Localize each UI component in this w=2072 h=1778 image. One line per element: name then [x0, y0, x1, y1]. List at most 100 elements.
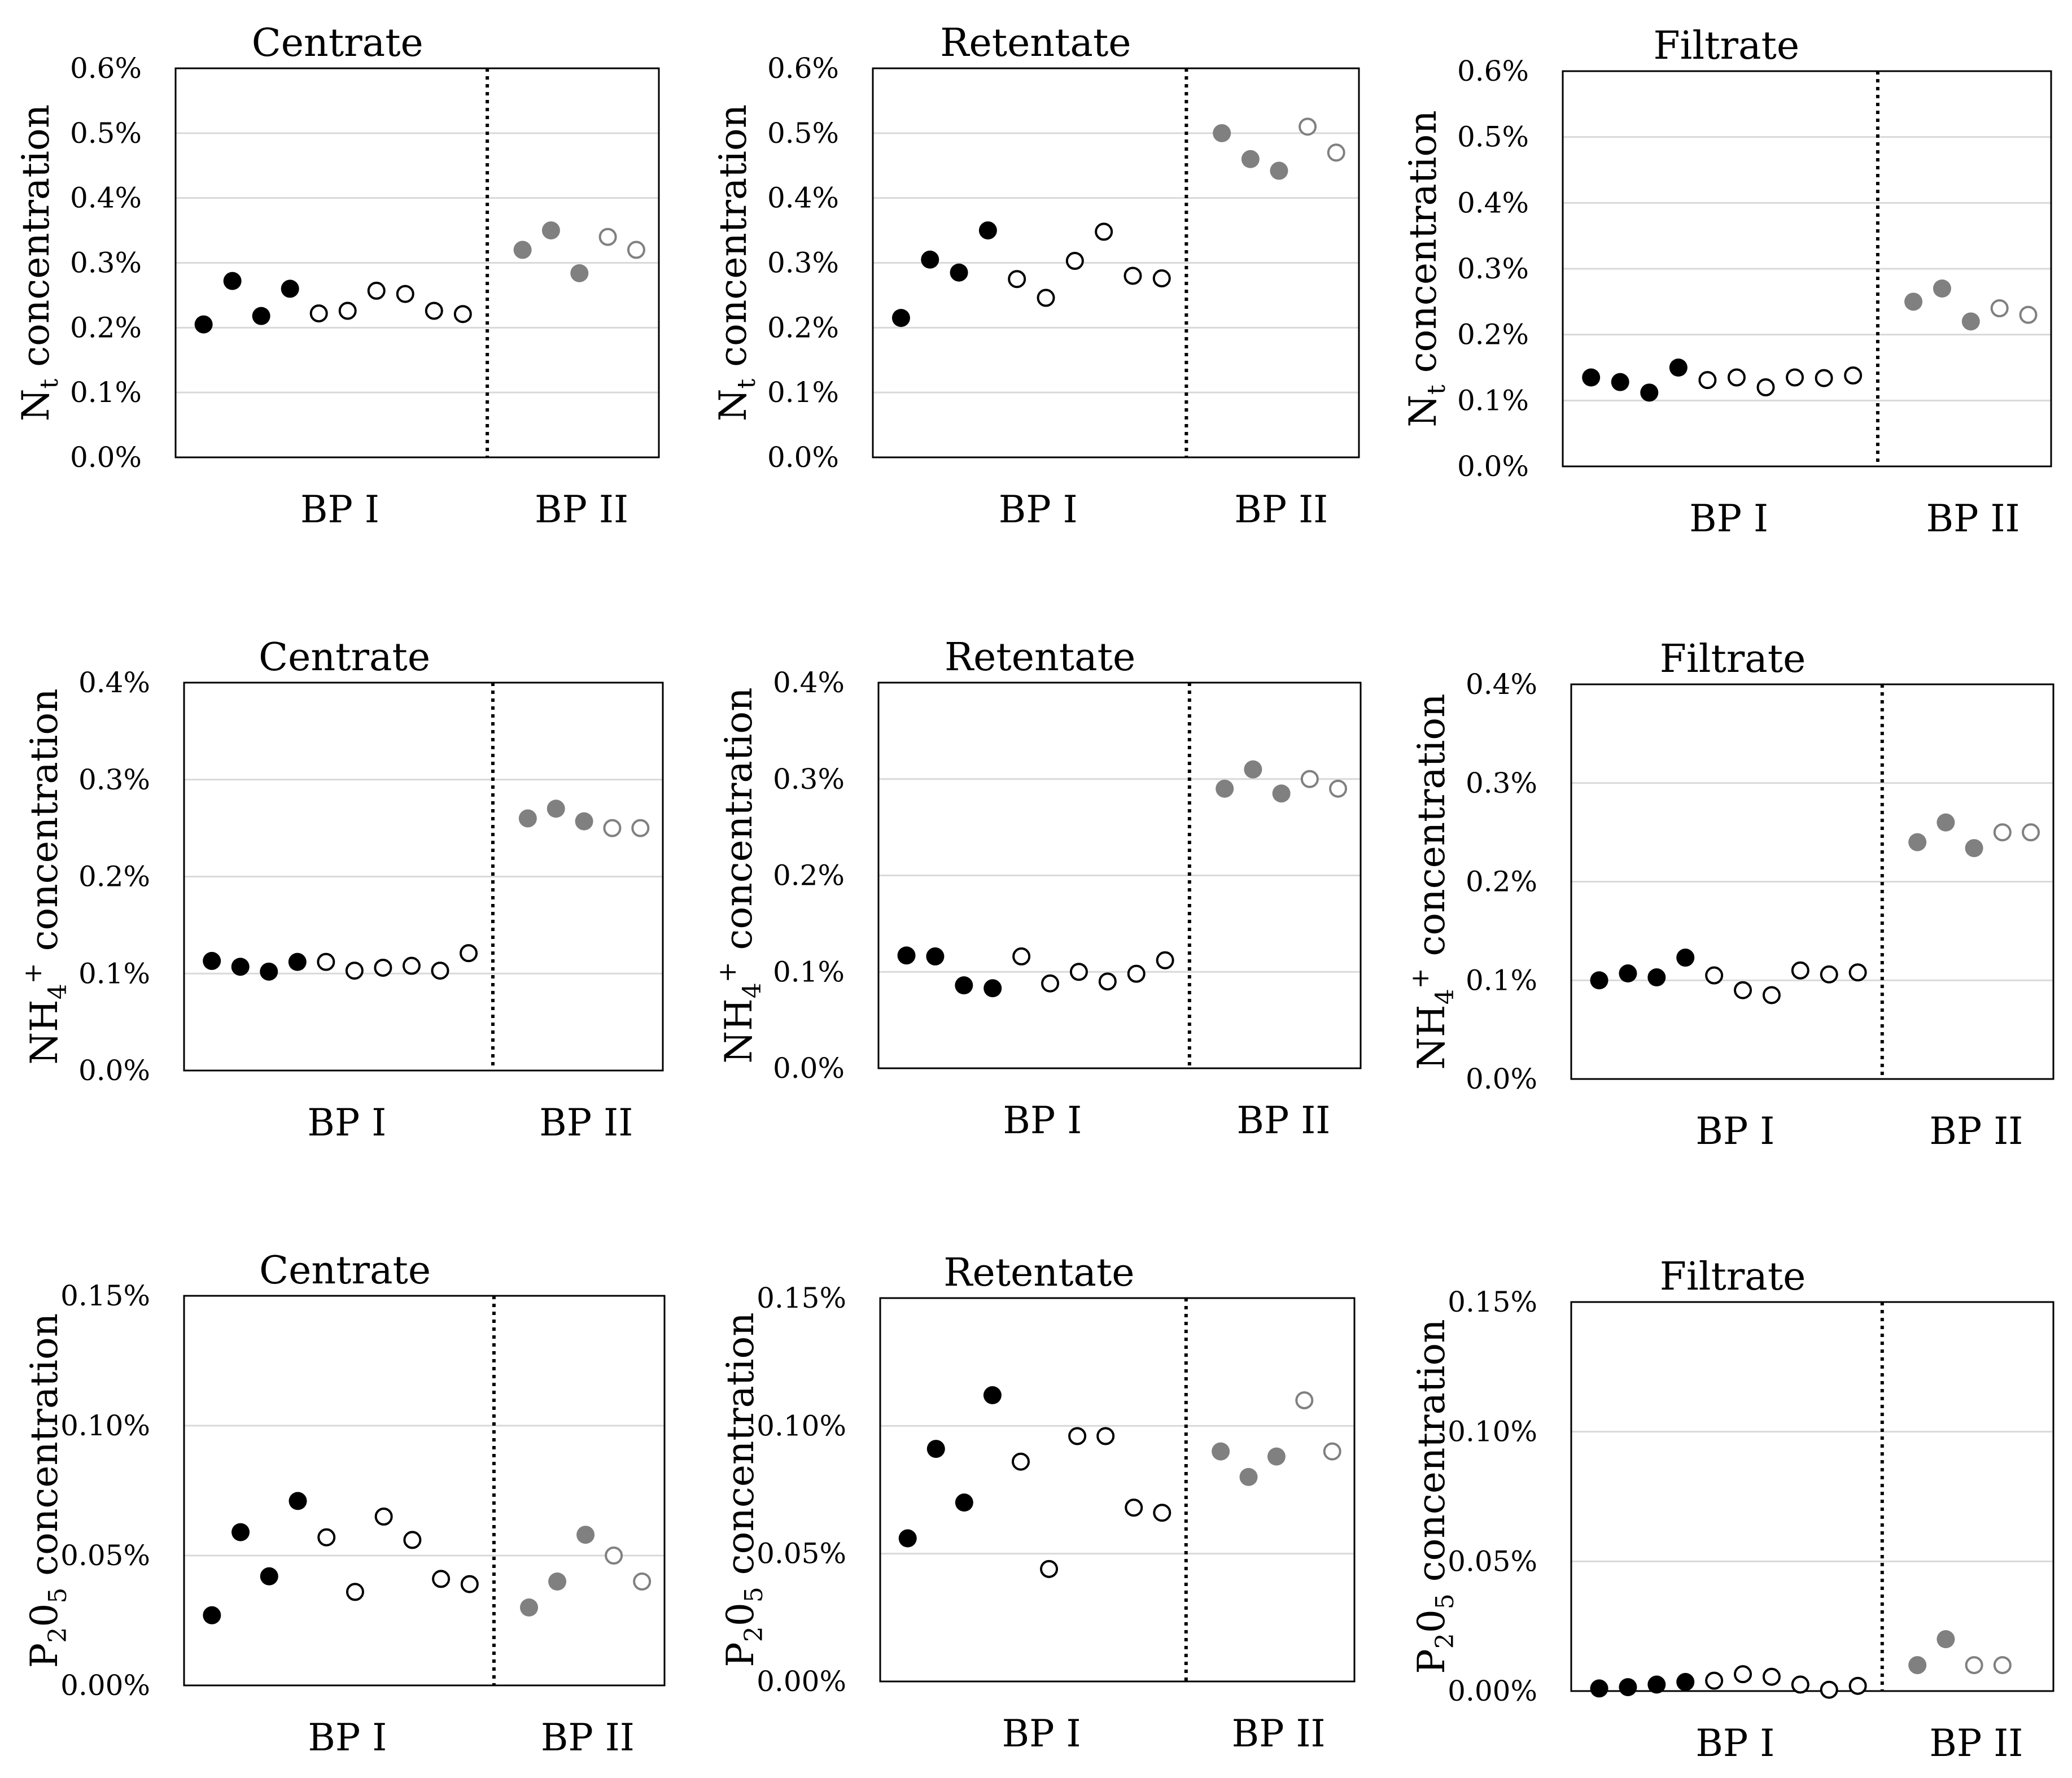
panel-4-bp1-point: [260, 962, 278, 981]
panel-8-y-axis-title: P205 concentration: [719, 1312, 768, 1667]
panel-6-y-axis-title: NH4+ concentration: [1406, 693, 1459, 1069]
panel-8-ytick-label: 0.05%: [757, 1537, 846, 1570]
panel-5-plot-frame: [877, 682, 1362, 1069]
panel-1-bp2-point: [598, 228, 617, 246]
panel-4-bp2-point: [603, 819, 622, 837]
panel-5-y-axis-title: NH4+ concentration: [713, 687, 767, 1063]
panel-3-ytick-label: 0.4%: [1457, 186, 1529, 219]
panel-5-title: Retentate: [945, 635, 1135, 680]
panel-3-bp1-point: [1698, 371, 1717, 390]
panel-8-bp1-point: [1068, 1427, 1087, 1445]
panel-7-bp2-point: [633, 1572, 652, 1591]
panel-7-ytick-label: 0.15%: [60, 1279, 150, 1312]
panel-1-bp1-point: [453, 305, 472, 324]
panel-4-ytick-label: 0.3%: [78, 763, 150, 796]
panel-7-bp2-point: [520, 1598, 539, 1617]
panel-5-group-label-bp2: BP II: [1236, 1099, 1330, 1142]
panel-2-bp2-point: [1270, 161, 1288, 180]
panel-2-bp2-point: [1213, 124, 1231, 142]
panel-1-bp1-point: [367, 281, 386, 300]
panel-9-ylabel-sub: 2: [1431, 1633, 1459, 1649]
panel-6-bp1-point: [1705, 966, 1724, 985]
panel-5-bp1-point: [1127, 964, 1146, 983]
panel-4-bp2-point: [631, 819, 650, 837]
panel-6-bp1-point: [1791, 961, 1809, 980]
panel-3-bp1-point: [1815, 369, 1833, 387]
panel-9-ytick-label: 0.05%: [1448, 1545, 1537, 1578]
panel-2-bp1-point: [1037, 289, 1055, 307]
panel-9-group-label-bp1: BP I: [1695, 1722, 1774, 1765]
panel-3-ytick-label: 0.0%: [1457, 450, 1529, 483]
panel-1-ytick-label: 0.3%: [70, 247, 142, 279]
panel-1-ytick-label: 0.5%: [70, 117, 142, 150]
panel-4-ylabel-base: NH: [23, 999, 66, 1064]
panel-2-ytick-label: 0.1%: [767, 376, 839, 409]
panel-7-y-axis-title: P205 concentration: [23, 1313, 72, 1668]
panel-7-bp1-point: [231, 1523, 250, 1541]
panel-8-group-label-bp1: BP I: [1002, 1712, 1081, 1755]
panel-8-bp1-point: [955, 1493, 973, 1512]
panel-9-ylabel-mid: 0: [1410, 1609, 1453, 1633]
panel-3-bp2-point: [1933, 279, 1951, 298]
panel-7-bp1-point: [374, 1508, 393, 1526]
panel-4-ytick-label: 0.1%: [78, 957, 150, 990]
panel-8-bp1-point: [1096, 1427, 1115, 1445]
panel-1-bp1-point: [396, 285, 414, 303]
panel-6-bp1-point: [1762, 986, 1781, 1004]
panel-4-bp1-point: [203, 951, 221, 970]
panel-4-ylabel-sup: +: [19, 963, 47, 984]
panel-8-bp1-point: [926, 1440, 945, 1458]
panel-7-ytick-label: 0.05%: [60, 1539, 150, 1572]
panel-7-ylabel-sub2: 5: [43, 1588, 72, 1604]
panel-9-group-label-bp2: BP II: [1929, 1722, 2023, 1765]
panel-2-bp1-point: [1152, 269, 1171, 288]
panel-1-ytick-label: 0.2%: [70, 311, 142, 344]
panel-3-ylabel-sub: t: [1422, 385, 1451, 395]
panel-8-ylabel-base: P: [719, 1642, 762, 1667]
panel-7-group-label-bp1: BP I: [308, 1716, 387, 1759]
panel-3-bp2-point: [2019, 305, 2038, 324]
panel-6-bp1-point: [1820, 965, 1838, 984]
panel-4-bp2-point: [518, 809, 537, 828]
panel-5-bp1-point: [1012, 947, 1031, 966]
panel-2-bp2-point: [1299, 117, 1317, 136]
panel-9-bp1-point: [1791, 1675, 1809, 1694]
panel-8-bp1-point: [898, 1529, 917, 1548]
panel-3-ytick-label: 0.5%: [1457, 121, 1529, 154]
panel-7-group-label-bp2: BP II: [541, 1716, 635, 1759]
panel-2-ylabel-base: N: [711, 388, 755, 421]
panel-9-bp1-point: [1820, 1680, 1838, 1699]
panel-1-bp1-point: [194, 315, 213, 334]
panel-5-ylabel-base: NH: [717, 998, 760, 1063]
panel-5-bp2-point: [1272, 784, 1291, 803]
panel-4-bp2-point: [575, 812, 593, 831]
panel-1-ylabel-sub: t: [35, 378, 64, 388]
panel-5-group-label-bp1: BP I: [1003, 1099, 1082, 1142]
panel-2-plot-frame: [872, 67, 1360, 458]
panel-3-group-label-bp2: BP II: [1926, 497, 2020, 540]
panel-9-bp1-point: [1848, 1676, 1867, 1695]
panel-1-plot-frame: [174, 67, 660, 458]
panel-2-group-label-bp1: BP I: [999, 488, 1078, 531]
panel-7-title: Centrate: [259, 1248, 431, 1293]
panel-5-ytick-label: 0.0%: [773, 1052, 845, 1085]
panel-2-ylabel-rest: concentration: [711, 104, 755, 379]
panel-4-plot-frame: [183, 682, 664, 1072]
panel-4-ytick-label: 0.4%: [78, 666, 150, 699]
panel-8-ylabel-sub2: 5: [740, 1587, 768, 1602]
panel-9-bp1-point: [1676, 1672, 1695, 1691]
panel-1-bp1-point: [425, 302, 443, 320]
panel-4-y-axis-title: NH4+ concentration: [19, 688, 72, 1064]
panel-9-bp2-point: [1937, 1630, 1955, 1649]
panel-6-ylabel-base: NH: [1410, 1004, 1453, 1069]
panel-8-bp1-point: [1011, 1452, 1030, 1471]
panel-6-group-label-bp2: BP II: [1929, 1109, 2023, 1153]
panel-8-bp1-point: [1153, 1504, 1171, 1522]
panel-5-bp1-point: [1156, 951, 1174, 969]
panel-1-group-label-bp2: BP II: [535, 488, 628, 531]
panel-4-bp1-point: [288, 953, 307, 971]
panel-5-ytick-label: 0.2%: [773, 859, 845, 892]
panel-7-ytick-label: 0.00%: [60, 1669, 150, 1702]
panel-9-ytick-label: 0.10%: [1448, 1416, 1537, 1448]
panel-1-bp1-point: [252, 307, 270, 325]
